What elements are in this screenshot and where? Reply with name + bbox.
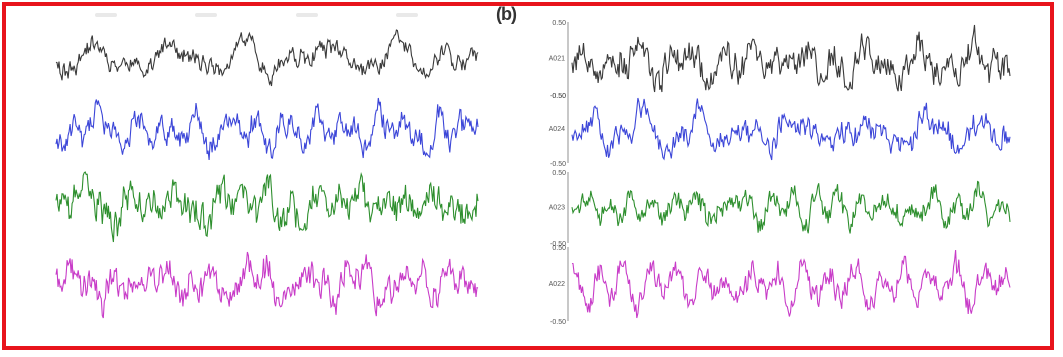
signal-series-line [55,29,479,87]
y-tick-label: -0.50 [550,93,566,100]
signal-series-line [571,249,1011,319]
y-tick-label: -0.50 [550,161,566,168]
blurred-mark [95,13,117,17]
signal-series-line [571,24,1011,93]
y-tick-label: 0.50 [552,245,566,252]
signal-series-line [571,97,1011,161]
blurred-mark [195,13,217,17]
signal-series-line [571,180,1011,234]
y-tick-label: 0.50 [552,20,566,27]
series-label: A021 [549,56,565,63]
series-label: A022 [549,281,565,288]
chart-panel-right: 0.50-0.50A0210.50-0.50A0240.50-0.50A0230… [549,20,1011,326]
series-label: A023 [549,205,565,212]
y-tick-label: 0.50 [552,93,566,100]
panel-label: (b) [496,4,517,24]
figure-border [2,2,1054,350]
signal-series-line [55,171,479,243]
series-label: A024 [549,126,565,133]
y-tick-label: -0.50 [550,241,566,248]
signal-series-line [55,251,479,319]
y-tick-label: -0.50 [550,319,566,326]
y-tick-label: 0.50 [552,170,566,177]
signal-series-line [55,97,479,161]
blurred-mark [296,13,318,17]
chart-panel-left [55,29,479,319]
blurred-mark [396,13,418,17]
